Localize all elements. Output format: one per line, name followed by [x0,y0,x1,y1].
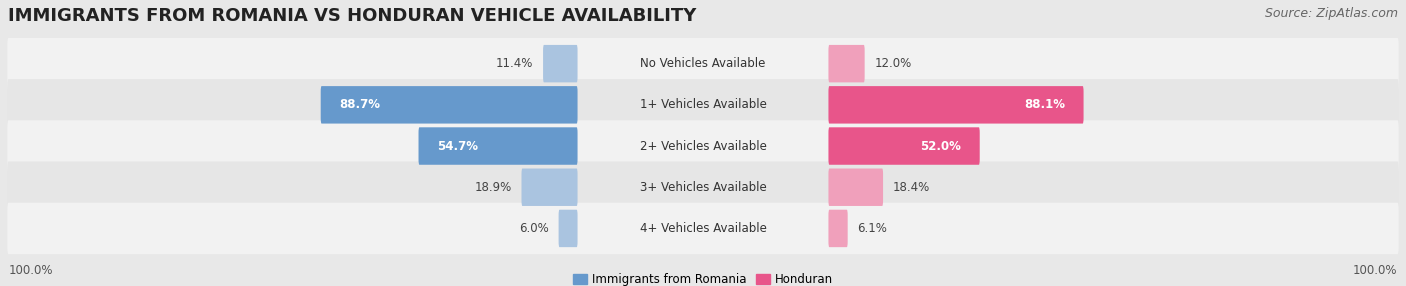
Text: 1+ Vehicles Available: 1+ Vehicles Available [640,98,766,111]
Text: IMMIGRANTS FROM ROMANIA VS HONDURAN VEHICLE AVAILABILITY: IMMIGRANTS FROM ROMANIA VS HONDURAN VEHI… [8,7,697,25]
Text: 100.0%: 100.0% [1353,263,1398,277]
FancyBboxPatch shape [7,203,1399,254]
FancyBboxPatch shape [828,86,1084,124]
Text: 52.0%: 52.0% [921,140,962,152]
Text: 6.0%: 6.0% [519,222,548,235]
Text: 88.1%: 88.1% [1024,98,1066,111]
Text: No Vehicles Available: No Vehicles Available [640,57,766,70]
FancyBboxPatch shape [828,127,980,165]
FancyBboxPatch shape [558,210,578,247]
FancyBboxPatch shape [419,127,578,165]
Text: 88.7%: 88.7% [339,98,380,111]
Text: 4+ Vehicles Available: 4+ Vehicles Available [640,222,766,235]
Text: 18.9%: 18.9% [475,181,512,194]
FancyBboxPatch shape [522,168,578,206]
FancyBboxPatch shape [828,168,883,206]
FancyBboxPatch shape [7,162,1399,213]
Text: Source: ZipAtlas.com: Source: ZipAtlas.com [1264,7,1398,21]
FancyBboxPatch shape [828,45,865,82]
Legend: Immigrants from Romania, Honduran: Immigrants from Romania, Honduran [571,271,835,286]
FancyBboxPatch shape [828,210,848,247]
Text: 3+ Vehicles Available: 3+ Vehicles Available [640,181,766,194]
FancyBboxPatch shape [543,45,578,82]
Text: 54.7%: 54.7% [437,140,478,152]
FancyBboxPatch shape [7,38,1399,90]
Text: 18.4%: 18.4% [893,181,929,194]
Text: 100.0%: 100.0% [8,263,53,277]
Text: 12.0%: 12.0% [875,57,911,70]
FancyBboxPatch shape [7,79,1399,131]
FancyBboxPatch shape [321,86,578,124]
Text: 2+ Vehicles Available: 2+ Vehicles Available [640,140,766,152]
Text: 11.4%: 11.4% [496,57,533,70]
Text: 6.1%: 6.1% [858,222,887,235]
FancyBboxPatch shape [7,120,1399,172]
